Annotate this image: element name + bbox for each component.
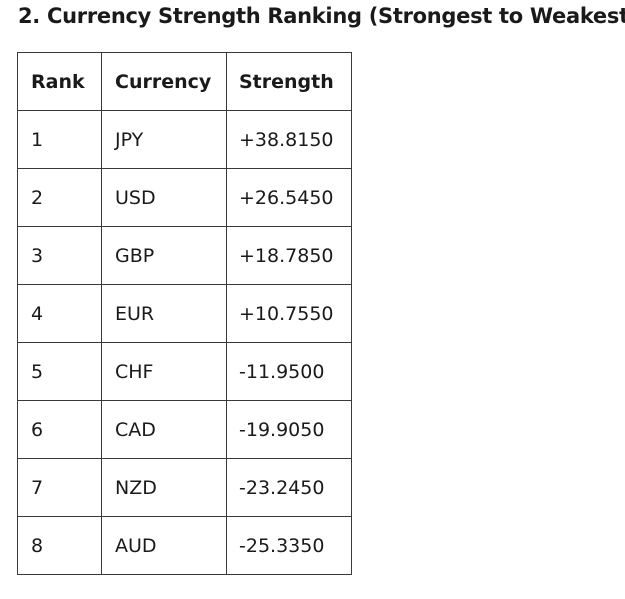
strength-cell: -23.2450 — [226, 458, 352, 517]
table-row: 3 GBP +18.7850 — [17, 226, 352, 285]
rank-cell: 7 — [17, 458, 102, 517]
currency-cell: AUD — [101, 516, 227, 575]
table-header-row: Rank Currency Strength — [17, 52, 352, 111]
strength-cell: +10.7550 — [226, 284, 352, 343]
header-currency: Currency — [101, 52, 227, 111]
table-row: 1 JPY +38.8150 — [17, 110, 352, 169]
rank-cell: 8 — [17, 516, 102, 575]
rank-cell: 1 — [17, 110, 102, 169]
currency-cell: CHF — [101, 342, 227, 401]
table-row: 8 AUD -25.3350 — [17, 516, 352, 575]
rank-cell: 3 — [17, 226, 102, 285]
strength-cell: -19.9050 — [226, 400, 352, 459]
strength-cell: +38.8150 — [226, 110, 352, 169]
currency-strength-table: Rank Currency Strength 1 JPY +38.8150 2 … — [17, 52, 352, 575]
table-row: 4 EUR +10.7550 — [17, 284, 352, 343]
table-row: 7 NZD -23.2450 — [17, 458, 352, 517]
strength-cell: -11.9500 — [226, 342, 352, 401]
rank-cell: 2 — [17, 168, 102, 227]
currency-cell: CAD — [101, 400, 227, 459]
table-row: 6 CAD -19.9050 — [17, 400, 352, 459]
table-row: 2 USD +26.5450 — [17, 168, 352, 227]
rank-cell: 6 — [17, 400, 102, 459]
header-rank: Rank — [17, 52, 102, 111]
currency-cell: JPY — [101, 110, 227, 169]
header-strength: Strength — [226, 52, 352, 111]
currency-cell: GBP — [101, 226, 227, 285]
rank-cell: 5 — [17, 342, 102, 401]
rank-cell: 4 — [17, 284, 102, 343]
strength-cell: -25.3350 — [226, 516, 352, 575]
currency-cell: EUR — [101, 284, 227, 343]
currency-cell: NZD — [101, 458, 227, 517]
section-heading: 2. Currency Strength Ranking (Strongest … — [18, 4, 625, 28]
currency-cell: USD — [101, 168, 227, 227]
strength-cell: +18.7850 — [226, 226, 352, 285]
table-row: 5 CHF -11.9500 — [17, 342, 352, 401]
strength-cell: +26.5450 — [226, 168, 352, 227]
